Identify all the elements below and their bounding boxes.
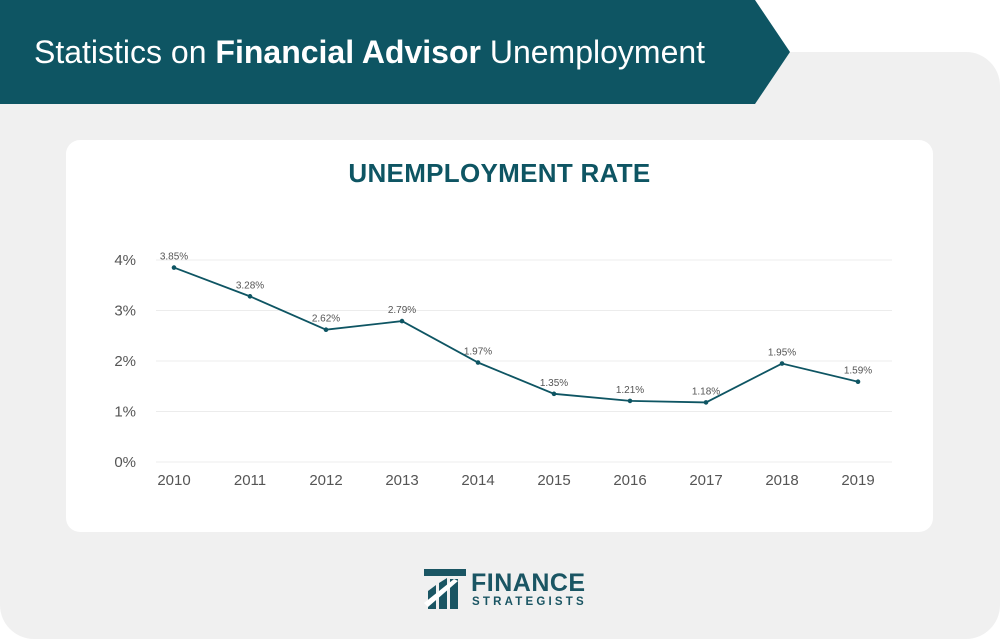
- data-point: [779, 361, 785, 366]
- finance-strategists-logo-icon: [424, 569, 466, 609]
- x-tick-label: 2019: [841, 472, 874, 489]
- data-point: [323, 327, 329, 332]
- chart-panel: UNEMPLOYMENT RATE 0% 1% 2% 3% 4% 2010 2011 2012…: [66, 140, 933, 532]
- logo-text-strategists: STRATEGISTS: [472, 596, 587, 608]
- y-tick-label: 3%: [114, 303, 136, 320]
- y-tick-label: 0%: [114, 454, 136, 471]
- finance-strategists-logo: FINANCE STRATEGISTS: [424, 569, 587, 613]
- title-part-1: Statistics on: [34, 34, 216, 70]
- x-tick-label: 2011: [234, 472, 266, 489]
- data-label: 2.79%: [388, 305, 416, 316]
- y-tick-label: 4%: [114, 252, 136, 269]
- x-tick-label: 2012: [309, 472, 342, 489]
- title-bold-part: Financial Advisor: [215, 34, 481, 70]
- data-label: 1.35%: [540, 378, 568, 389]
- series-line: [173, 266, 859, 404]
- data-label: 3.28%: [236, 280, 264, 291]
- page-title: Statistics on Financial Advisor Unemploy…: [34, 0, 705, 104]
- banner-shape: [0, 0, 790, 104]
- title-part-2: Unemployment: [480, 34, 706, 70]
- data-label: 2.62%: [312, 314, 340, 325]
- x-tick-label: 2015: [537, 472, 570, 489]
- y-tick-label: 1%: [114, 404, 136, 421]
- x-tick-label: 2017: [689, 472, 722, 489]
- data-label: 1.97%: [464, 347, 492, 358]
- chart-title: UNEMPLOYMENT RATE: [348, 158, 651, 188]
- data-point: [627, 398, 633, 404]
- x-tick-label: 2016: [613, 472, 646, 489]
- data-label: 1.95%: [768, 348, 796, 359]
- header-banner: Statistics on Financial Advisor Unemploy…: [0, 0, 790, 104]
- data-label: 1.21%: [616, 385, 644, 396]
- y-tick-label: 2%: [114, 353, 136, 370]
- data-label: 1.18%: [692, 386, 720, 397]
- data-point: [399, 318, 405, 324]
- data-point: [171, 265, 177, 270]
- logo-text-finance: FINANCE: [471, 569, 586, 597]
- x-tick-label: 2014: [461, 472, 494, 489]
- data-point: [475, 360, 481, 365]
- data-point: [551, 391, 557, 397]
- data-point: [703, 400, 709, 405]
- x-tick-label: 2018: [765, 472, 798, 489]
- line-chart: 0% 1% 2% 3% 4% 2010 2011 2012 2013 2014 2015 2016 20…: [114, 252, 892, 489]
- data-point: [855, 379, 861, 385]
- x-tick-label: 2010: [157, 472, 190, 489]
- data-point: [247, 294, 253, 299]
- data-label: 1.59%: [844, 366, 872, 377]
- data-label: 3.85%: [160, 252, 188, 263]
- x-tick-label: 2013: [385, 472, 418, 489]
